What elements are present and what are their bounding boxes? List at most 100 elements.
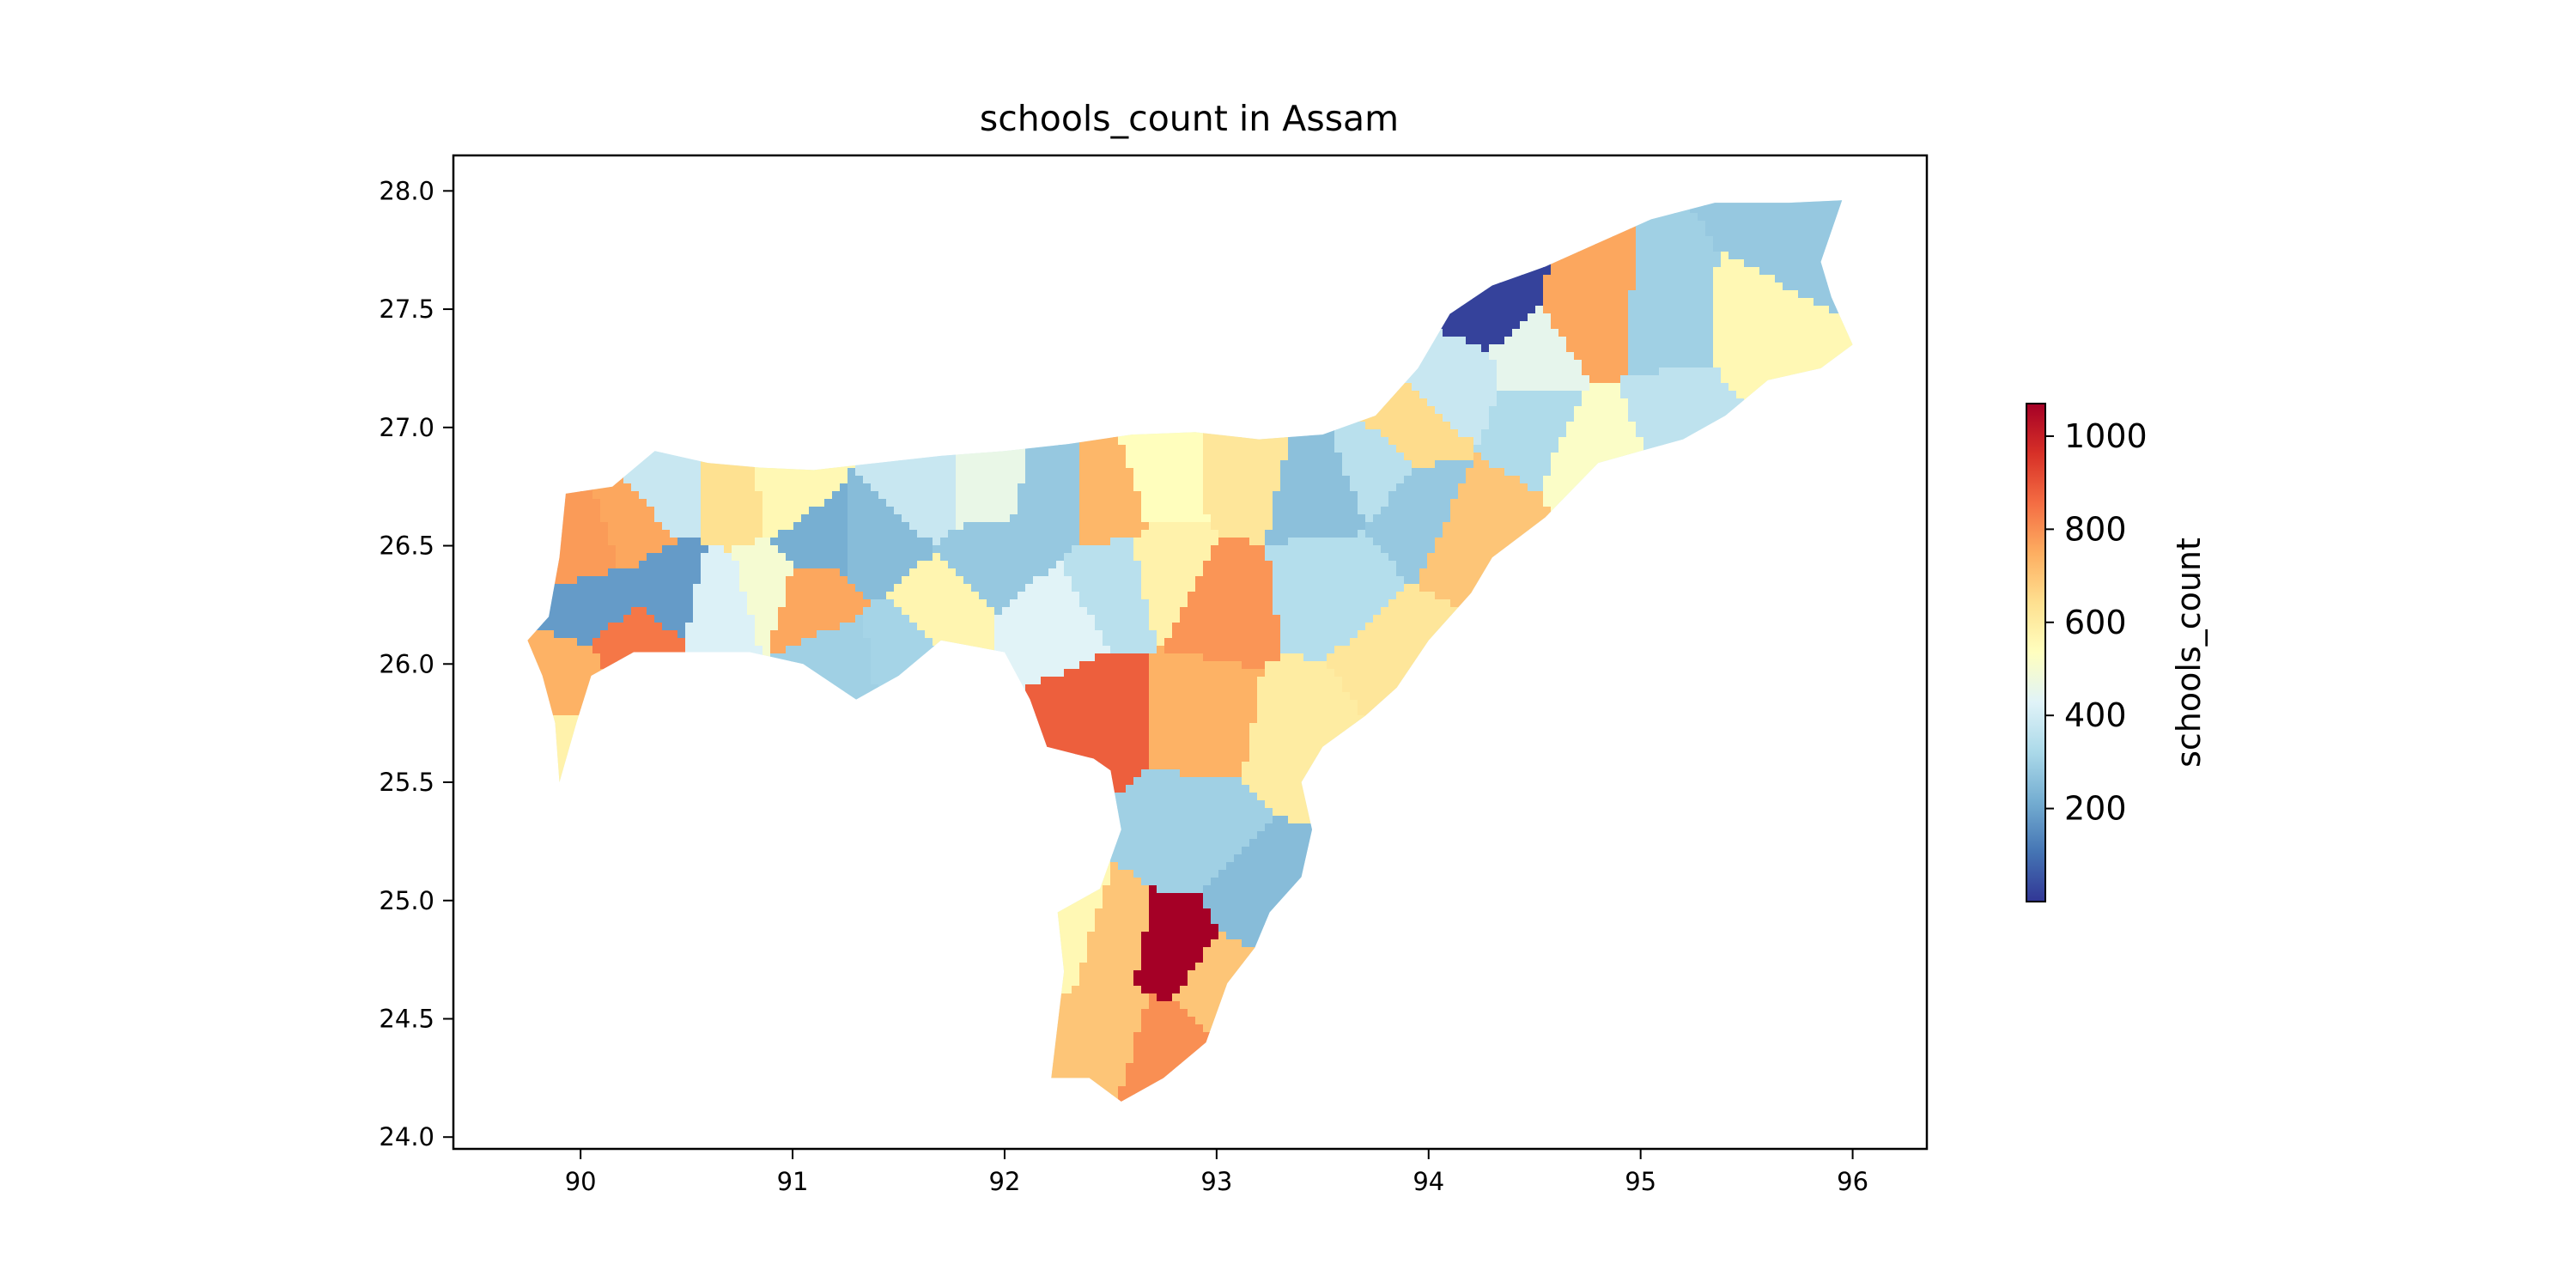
district-cell [848, 391, 957, 399]
district-cell [1736, 1017, 1853, 1025]
district-cell [793, 568, 841, 577]
district-cell [1705, 228, 1853, 237]
district-cell [1079, 352, 1096, 361]
district-cell [755, 878, 864, 886]
district-cell [1149, 723, 1250, 732]
district-cell [693, 661, 763, 670]
district-cell [994, 700, 1150, 708]
district-cell [708, 445, 756, 453]
district-cell [1087, 321, 1196, 330]
district-cell [1149, 885, 1157, 894]
district-cell [1141, 1017, 1196, 1025]
district-cell [685, 646, 763, 654]
district-cell [724, 213, 732, 222]
district-cell [1072, 584, 1142, 592]
district-cell [1698, 708, 1753, 716]
district-cell [1574, 538, 1683, 546]
district-cell [848, 383, 957, 392]
district-cell [979, 692, 995, 701]
district-cell [902, 816, 941, 824]
district-cell [894, 785, 964, 793]
district-cell [527, 244, 717, 252]
district-cell [1211, 908, 1552, 917]
district-cell [1535, 901, 1853, 909]
district-cell [1481, 1086, 1853, 1095]
district-cell [840, 337, 957, 345]
district-cell [1273, 252, 1552, 260]
district-cell [1103, 375, 1196, 384]
district-cell [1141, 986, 1181, 994]
district-cell [886, 731, 980, 739]
district-cell [693, 607, 748, 616]
district-cell [848, 453, 957, 461]
district-cell [701, 530, 763, 538]
district-cell [1110, 870, 1134, 878]
district-cell [554, 383, 709, 392]
district-cell [762, 1001, 1034, 1010]
district-cell [600, 661, 694, 670]
district-cell [1512, 885, 1853, 894]
district-cell [1528, 1117, 1897, 1126]
district-cell [693, 592, 748, 600]
district-cell [1103, 383, 1196, 392]
district-cell [848, 545, 933, 554]
district-cell [1211, 939, 1242, 948]
district-cell [1118, 1094, 1281, 1102]
district-cell [1273, 576, 1405, 585]
district-cell [762, 661, 872, 670]
district-cell [863, 592, 887, 600]
district-cell [956, 236, 1072, 245]
x-tick-label: 95 [1625, 1167, 1656, 1196]
district-cell [1558, 205, 1644, 214]
district-cell [1713, 275, 1776, 283]
district-cell [1288, 1102, 1505, 1110]
district-cell [1844, 522, 1853, 531]
district-cell [1713, 329, 1853, 337]
district-cell [894, 599, 987, 608]
district-cell [956, 398, 1042, 407]
district-cell [708, 422, 756, 430]
district-cell [1265, 538, 1289, 546]
district-cell [701, 576, 740, 585]
district-cell [1404, 1040, 1776, 1048]
district-cell [1713, 352, 1853, 361]
district-cell [1265, 823, 1320, 832]
district-cell [848, 406, 957, 415]
district-cell [1388, 599, 1451, 608]
district-cell [1342, 684, 1613, 693]
district-cell [747, 1032, 957, 1041]
district-cell [871, 661, 949, 670]
district-cell [1636, 267, 1714, 276]
district-cell [1342, 398, 1428, 407]
district-cell [1280, 468, 1343, 477]
district-cell [755, 1017, 995, 1025]
district-cell [1180, 769, 1242, 778]
district-cell [716, 337, 748, 345]
district-cell [1149, 677, 1258, 685]
district-cell [747, 398, 848, 407]
district-cell [1203, 885, 1513, 894]
district-cell [848, 893, 1103, 902]
district-cell [1566, 530, 1683, 538]
district-cell [994, 623, 1096, 631]
district-cell [871, 483, 957, 492]
district-cell [1721, 368, 1853, 376]
district-cell [577, 638, 593, 647]
district-cell [546, 375, 709, 384]
district-cell [971, 684, 995, 693]
district-cell [1350, 406, 1436, 415]
district-cell [1303, 352, 1374, 361]
district-cell [1188, 259, 1273, 268]
district-cell [739, 267, 833, 276]
district-cell [1342, 453, 1405, 461]
district-cell [1242, 769, 1405, 778]
district-cell [1636, 630, 1722, 639]
district-cell [1419, 1048, 1791, 1056]
district-cell [817, 916, 1096, 925]
district-cell [527, 1094, 732, 1102]
district-cell [1728, 746, 1768, 755]
district-cell [1149, 924, 1219, 933]
district-cell [1427, 321, 1521, 330]
district-cell [531, 337, 717, 345]
district-cell [1682, 530, 1853, 538]
